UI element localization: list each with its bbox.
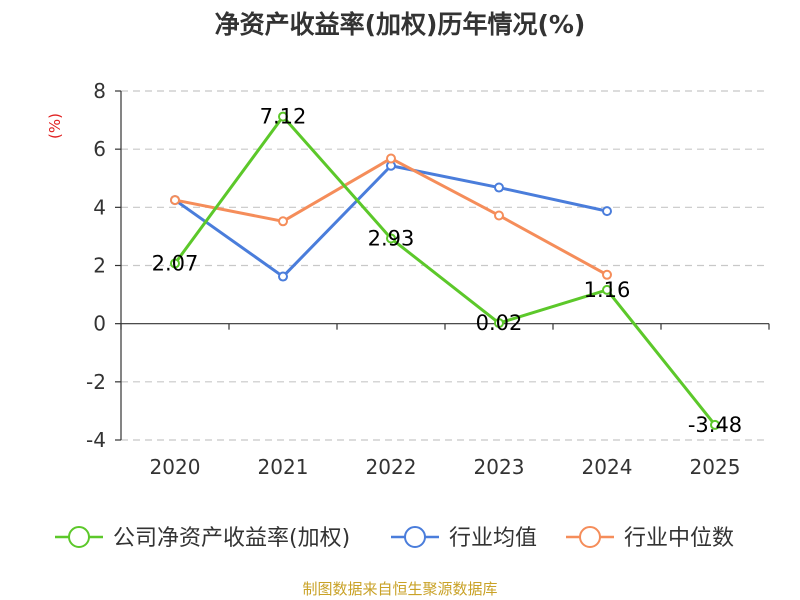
data-point [278, 216, 288, 227]
y-tick-labels: -4 -2 0 2 4 6 8 [86, 79, 106, 452]
data-point [386, 233, 396, 244]
grid-lines [121, 90, 769, 441]
data-point [278, 271, 288, 282]
data-point [710, 419, 720, 430]
series-line [174, 164, 608, 279]
y-tick-label: 6 [93, 137, 106, 161]
data-labels: 2.07 7.12 2.93 0.02 1.16 -3.48 [152, 105, 743, 437]
y-tick-label: 2 [93, 254, 106, 278]
data-point [494, 318, 504, 329]
y-tick-label: -4 [86, 428, 106, 452]
legend-marker [68, 526, 90, 548]
data-point [386, 153, 396, 164]
series-lines [170, 111, 720, 430]
x-tick-label: 2024 [582, 455, 633, 479]
y-tick-label: -2 [86, 370, 106, 394]
chart-title: 净资产收益率(加权)历年情况(%) [214, 10, 586, 39]
data-label: 1.16 [584, 278, 631, 302]
legend-label: 公司净资产收益率(加权) [113, 526, 350, 551]
data-label: -3.48 [688, 413, 742, 437]
axes [115, 90, 770, 441]
legend-label: 行业均值 [449, 526, 537, 551]
y-tick-label: 4 [93, 195, 106, 219]
data-label: 7.12 [260, 105, 307, 129]
data-point [602, 269, 612, 280]
data-label: 2.07 [152, 251, 199, 275]
data-point [170, 195, 180, 206]
y-tick-label: 0 [93, 312, 106, 336]
legend-marker [404, 526, 426, 548]
data-point [602, 284, 612, 295]
x-tick-label: 2022 [366, 455, 417, 479]
x-tick-labels: 2020 2021 2022 2023 2024 2025 [150, 455, 741, 479]
data-point [494, 182, 504, 193]
data-source: 制图数据来自恒生聚源数据库 [302, 580, 498, 598]
series-line [173, 115, 717, 426]
data-point [602, 206, 612, 217]
legend: 公司净资产收益率(加权) 行业均值 行业中位数 [55, 526, 734, 551]
data-label: 0.02 [476, 311, 523, 335]
x-tick-label: 2023 [474, 455, 525, 479]
y-tick-label: 8 [93, 79, 106, 103]
legend-marker [579, 526, 601, 548]
data-point [278, 111, 288, 122]
y-axis-label: (%) [46, 113, 64, 139]
data-point [170, 258, 180, 269]
x-tick-label: 2020 [150, 455, 201, 479]
x-tick-label: 2025 [690, 455, 741, 479]
data-point [494, 210, 504, 221]
data-label: 2.93 [368, 226, 415, 250]
x-tick-label: 2021 [258, 455, 309, 479]
legend-label: 行业中位数 [624, 526, 734, 551]
